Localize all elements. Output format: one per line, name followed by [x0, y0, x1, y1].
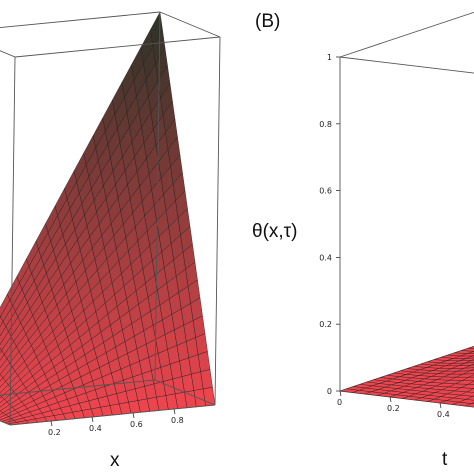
panel-b-surface-cell: [462, 376, 474, 381]
panel-b-surface: [339, 346, 474, 408]
panel-b-box-edge-4: [339, 56, 474, 74]
panel-a-surface-cell: [0, 394, 2, 399]
panel-b-z-tick-label: 0: [327, 387, 332, 396]
panel-b-x-tick-label: 0.2: [387, 404, 400, 413]
panel-b-surface-cell: [465, 396, 474, 401]
panel-a-box-edge-9: [214, 36, 221, 406]
panel-b-z-axis-label: θ(x,τ): [252, 221, 298, 242]
panel-b-surface-cell: [460, 384, 474, 389]
panel-b-surface-cell: [467, 351, 474, 354]
panel-b-z-tick-label: 0.8: [319, 120, 332, 129]
panel-b-x-tick-mark: [339, 390, 342, 397]
panel-b-z-ticks: 0 0.2 0.4 0.6 0.8 1: [319, 53, 340, 396]
panel-b-surface-plot: (B) 0 0.2 0.4 0.6 0.8 1 0 0.2 0.4 θ(x,τ) t: [252, 11, 474, 470]
panel-b-z-tick-label: 0.6: [319, 187, 332, 196]
panel-a-box-edge-0: [9, 404, 216, 426]
panel-b-z-tick-label: 0.4: [319, 253, 332, 262]
panel-a-x-ticks: 0.2 0.4 0.6 0.8: [48, 408, 184, 437]
panel-a-box-edge-2: [154, 379, 216, 406]
panel-a-surface: [0, 11, 216, 426]
panel-b-surface-cell: [464, 364, 474, 369]
panel-b-surface-cell: [468, 346, 474, 349]
panel-a-bounding-box: [0, 11, 221, 426]
panel-a-surface-plot: 0.2 0.4 0.6 0.8 x: [0, 11, 221, 471]
panel-a-x-tick-mark: [50, 420, 53, 427]
panel-a-box-edge-4: [14, 36, 221, 58]
panel-b-surface-cell: [466, 355, 474, 359]
panel-b-box-edge-5: [339, 11, 474, 58]
panel-b-label: (B): [255, 11, 280, 32]
panel-b-x-tick-mark: [439, 402, 442, 409]
panel-b-surface-cell: [466, 388, 474, 393]
panel-b-surface-cell: [469, 368, 474, 372]
panel-a-x-tick-label: 0.8: [171, 416, 184, 425]
panel-b-surface-cell: [459, 391, 474, 397]
panel-b-x-tick-mark: [389, 396, 392, 403]
panel-b-surface-cell: [458, 362, 474, 367]
panel-b-surface-cell: [470, 402, 474, 405]
panel-b-x-tick-label: 0: [337, 398, 342, 407]
panel-a-x-tick-mark: [132, 412, 135, 419]
panel-b-surface-cell: [457, 367, 474, 372]
panel-a-x-tick-mark: [91, 416, 94, 423]
panel-b-x-ticks: 0 0.2 0.4: [337, 390, 450, 419]
panel-a-x-axis-label: x: [110, 450, 120, 471]
panel-a-x-tick-mark: [173, 408, 176, 415]
panel-a-x-tick-label: 0.4: [89, 424, 102, 433]
panel-a-surface-cell: [0, 347, 2, 354]
panel-b-surface-cell: [467, 380, 474, 385]
panel-a-box-edge-5: [0, 50, 16, 58]
panel-b-z-tick-label: 0.2: [319, 320, 332, 329]
panel-a-x-tick-label: 0.6: [130, 420, 143, 429]
panel-b-surface-cell: [470, 363, 474, 366]
panel-a-box-edge-11: [154, 11, 161, 381]
panel-a-box-edge-8: [9, 56, 16, 426]
panel-b-z-tick-label: 1: [327, 53, 332, 62]
panel-b-surface-cell: [459, 399, 474, 404]
panel-b-surface-cell: [460, 353, 474, 357]
panel-a-x-tick-label: 0.2: [48, 428, 61, 437]
panel-b-x-tick-label: 0.4: [437, 410, 450, 419]
panel-b-surface-cell: [461, 348, 474, 352]
panel-b-surface-cell: [456, 373, 474, 378]
panel-a-box-edge-7: [0, 11, 161, 29]
panel-b-t-axis-label: t: [442, 449, 448, 470]
panel-a-box-edge-6: [159, 11, 221, 38]
panel-a-box-edge-3: [0, 379, 156, 396]
panel-b-surface-cell: [464, 403, 474, 408]
panel-b-surface-cell: [463, 370, 474, 375]
panel-b-surface-cell: [459, 357, 474, 362]
